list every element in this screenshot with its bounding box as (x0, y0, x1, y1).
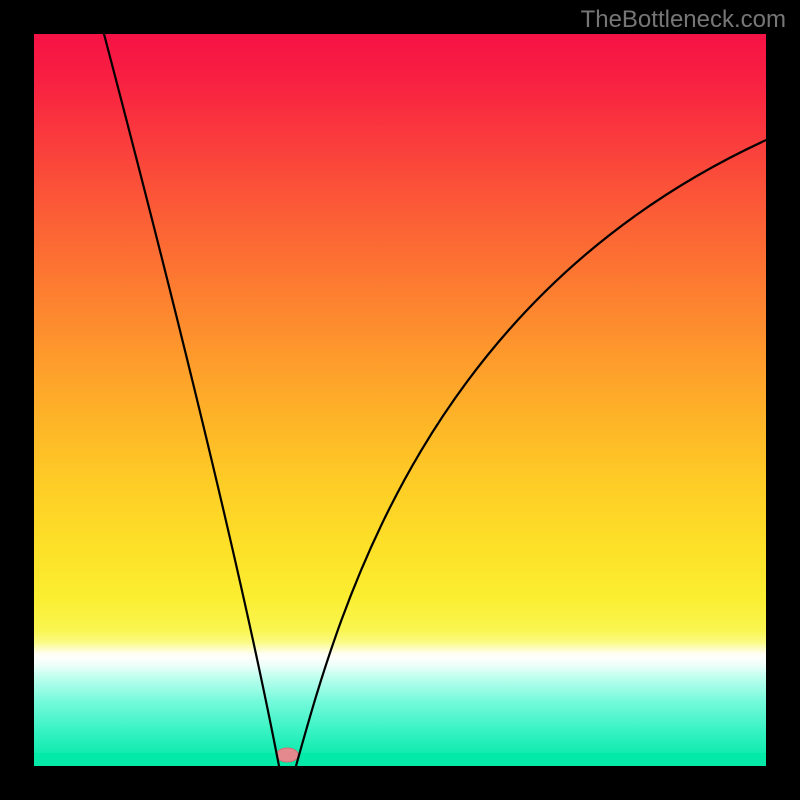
chart-frame: TheBottleneck.com (0, 0, 800, 800)
plot-area (34, 34, 766, 766)
bottleneck-marker (276, 748, 298, 762)
plot-svg (34, 34, 766, 766)
bottom-band (34, 753, 766, 766)
watermark-text: TheBottleneck.com (581, 6, 786, 34)
gradient-background (34, 34, 766, 766)
